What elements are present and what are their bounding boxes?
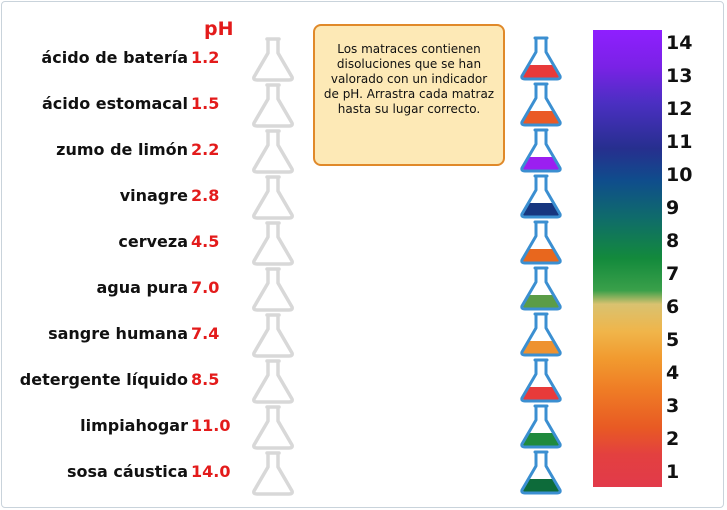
flask-drop-slot[interactable] bbox=[250, 266, 294, 312]
substance-name: limpiahogar bbox=[80, 416, 188, 435]
substance-ph-value: 1.5 bbox=[191, 94, 220, 113]
ph-scale-tick: 13 bbox=[666, 65, 693, 87]
ph-scale-tick: 5 bbox=[666, 329, 680, 351]
substance-name: vinagre bbox=[119, 186, 188, 205]
substance-row: sangre humana 7.4 bbox=[0, 319, 250, 349]
ph-scale-tick: 7 bbox=[666, 263, 680, 285]
substance-ph-value: 7.4 bbox=[191, 324, 220, 343]
ph-scale-tick: 9 bbox=[666, 197, 680, 219]
ph-scale-tick: 12 bbox=[666, 98, 693, 120]
draggable-flask[interactable] bbox=[518, 219, 564, 265]
draggable-flask[interactable] bbox=[518, 311, 564, 357]
flask-icon bbox=[520, 36, 562, 81]
substance-row: detergente líquido 8.5 bbox=[0, 365, 250, 395]
substance-name: detergente líquido bbox=[19, 370, 188, 389]
substance-ph-value: 4.5 bbox=[191, 232, 220, 251]
substance-row: agua pura 7.0 bbox=[0, 273, 250, 303]
substance-row: sosa cáustica 14.0 bbox=[0, 457, 250, 487]
ph-scale-tick: 10 bbox=[666, 164, 693, 186]
substance-name: sosa cáustica bbox=[66, 462, 188, 481]
substance-ph-value: 1.2 bbox=[191, 48, 220, 67]
flask-drop-slot[interactable] bbox=[250, 404, 294, 450]
flask-icon bbox=[520, 450, 562, 495]
flask-drop-slot[interactable] bbox=[250, 450, 294, 496]
substance-ph-value: 8.5 bbox=[191, 370, 220, 389]
flask-icon bbox=[520, 404, 562, 449]
flask-drop-slot[interactable] bbox=[250, 312, 294, 358]
flask-drop-slot[interactable] bbox=[250, 36, 294, 82]
empty-flask-icon bbox=[252, 83, 294, 128]
draggable-flask[interactable] bbox=[518, 35, 564, 81]
empty-flask-icon bbox=[252, 267, 294, 312]
draggable-flask[interactable] bbox=[518, 127, 564, 173]
empty-flask-icon bbox=[252, 359, 294, 404]
flask-drop-slot[interactable] bbox=[250, 128, 294, 174]
ph-scale-tick: 1 bbox=[666, 461, 680, 483]
instructions-note: Los matraces contienen disoluciones que … bbox=[313, 24, 505, 166]
flask-icon bbox=[520, 312, 562, 357]
flask-drop-slot[interactable] bbox=[250, 82, 294, 128]
ph-column-header: pH bbox=[204, 18, 234, 40]
substance-ph-value: 2.2 bbox=[191, 140, 220, 159]
ph-scale-tick: 8 bbox=[666, 230, 680, 252]
empty-flask-icon bbox=[252, 451, 294, 496]
ph-color-scale bbox=[593, 30, 662, 487]
substance-name: cerveza bbox=[118, 232, 188, 251]
draggable-flask[interactable] bbox=[518, 81, 564, 127]
substance-row: vinagre 2.8 bbox=[0, 181, 250, 211]
draggable-flask[interactable] bbox=[518, 265, 564, 311]
substance-name: ácido de batería bbox=[41, 48, 188, 67]
empty-flask-icon bbox=[252, 129, 294, 174]
ph-scale-tick: 3 bbox=[666, 395, 680, 417]
substance-name: ácido estomacal bbox=[41, 94, 188, 113]
substance-row: cerveza 4.5 bbox=[0, 227, 250, 257]
flask-icon bbox=[520, 174, 562, 219]
ph-scale-tick: 11 bbox=[666, 131, 693, 153]
substance-ph-value: 14.0 bbox=[191, 462, 231, 481]
flask-icon bbox=[520, 128, 562, 173]
substance-row: ácido de batería 1.2 bbox=[0, 43, 250, 73]
flask-icon bbox=[520, 358, 562, 403]
empty-flask-icon bbox=[252, 405, 294, 450]
substance-name: sangre humana bbox=[48, 324, 188, 343]
flask-icon bbox=[520, 82, 562, 127]
substance-ph-value: 7.0 bbox=[191, 278, 220, 297]
draggable-flask[interactable] bbox=[518, 357, 564, 403]
ph-scale-tick: 14 bbox=[666, 32, 693, 54]
substance-row: ácido estomacal 1.5 bbox=[0, 89, 250, 119]
substance-row: limpiahogar 11.0 bbox=[0, 411, 250, 441]
substance-name: agua pura bbox=[96, 278, 188, 297]
flask-icon bbox=[520, 266, 562, 311]
substance-ph-value: 11.0 bbox=[191, 416, 231, 435]
draggable-flask[interactable] bbox=[518, 173, 564, 219]
draggable-flask[interactable] bbox=[518, 403, 564, 449]
flask-drop-slot[interactable] bbox=[250, 220, 294, 266]
flask-drop-slot[interactable] bbox=[250, 358, 294, 404]
empty-flask-icon bbox=[252, 37, 294, 82]
substance-name: zumo de limón bbox=[56, 140, 188, 159]
empty-flask-icon bbox=[252, 175, 294, 220]
ph-scale-tick: 2 bbox=[666, 428, 680, 450]
empty-flask-icon bbox=[252, 313, 294, 358]
instructions-text: Los matraces contienen disoluciones que … bbox=[323, 42, 495, 116]
draggable-flask[interactable] bbox=[518, 449, 564, 495]
substance-row: zumo de limón 2.2 bbox=[0, 135, 250, 165]
substance-ph-value: 2.8 bbox=[191, 186, 220, 205]
empty-flask-icon bbox=[252, 221, 294, 266]
ph-scale-tick: 4 bbox=[666, 362, 680, 384]
flask-drop-slot[interactable] bbox=[250, 174, 294, 220]
ph-scale-tick: 6 bbox=[666, 296, 680, 318]
flask-icon bbox=[520, 220, 562, 265]
